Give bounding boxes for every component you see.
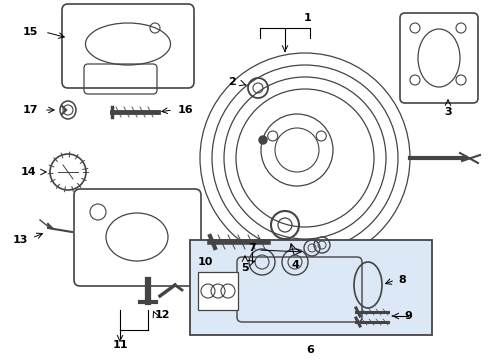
- Text: 1: 1: [304, 13, 312, 23]
- Text: 14: 14: [20, 167, 36, 177]
- Text: 15: 15: [23, 27, 38, 37]
- Text: 13: 13: [12, 235, 28, 245]
- Text: 6: 6: [306, 345, 314, 355]
- Text: 3: 3: [444, 107, 452, 117]
- Text: 10: 10: [197, 257, 213, 267]
- Bar: [190, 240, 432, 335]
- Circle shape: [259, 136, 267, 144]
- Text: 8: 8: [398, 275, 406, 285]
- Text: 16: 16: [177, 105, 193, 115]
- Text: 4: 4: [291, 260, 299, 270]
- Text: 9: 9: [404, 311, 412, 321]
- Text: 7: 7: [248, 243, 256, 253]
- Text: 17: 17: [22, 105, 38, 115]
- Text: 11: 11: [112, 340, 128, 350]
- Text: 12: 12: [154, 310, 170, 320]
- Text: 5: 5: [241, 263, 249, 273]
- Bar: [198, 272, 238, 310]
- Text: 2: 2: [228, 77, 236, 87]
